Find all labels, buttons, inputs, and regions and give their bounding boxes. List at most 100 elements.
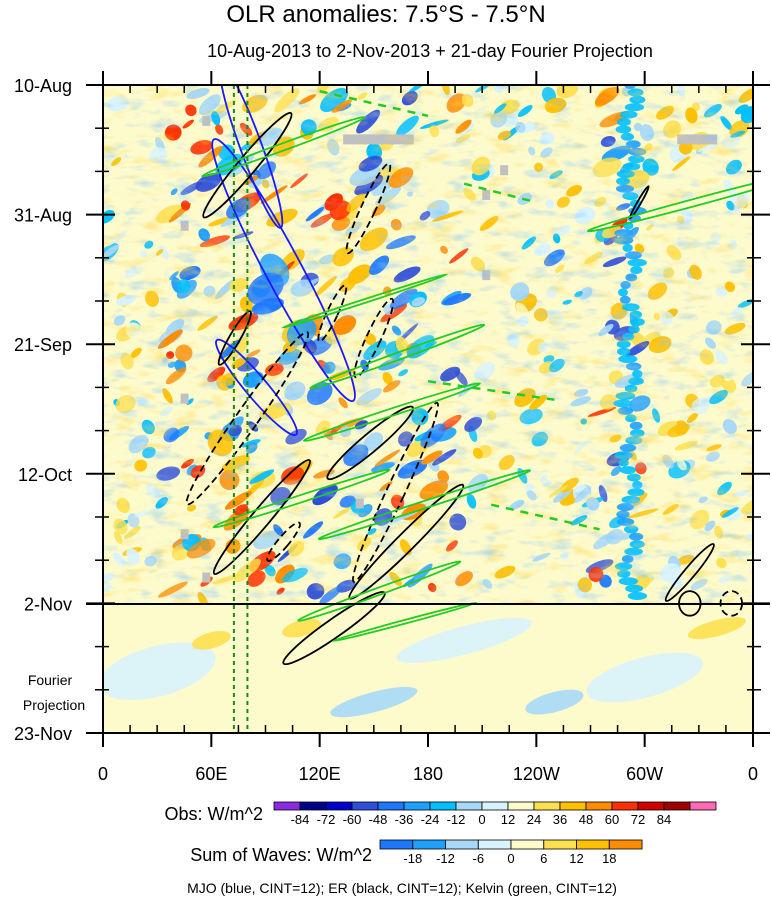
y-tick-label: 31-Aug [14,206,72,226]
waves-tick: -18 [403,851,422,866]
obs-colorbar-label: Obs: W/m^2 [165,804,263,824]
plot-area [86,71,770,747]
wave-contours [185,85,753,666]
obs-colorbar-swatch [507,801,535,811]
obs-tick: -72 [317,812,336,827]
obs-tick: -84 [291,812,310,827]
waves-colorbar-swatch [412,839,446,850]
obs-tick: 60 [605,812,619,827]
projection-anomaly-patch [525,689,584,715]
obs-tick: -48 [369,812,388,827]
obs-tick: -12 [447,812,466,827]
y-tick-label: 10-Aug [14,76,72,96]
er-contour [185,331,310,506]
kelvin-dashed-contour [427,379,555,401]
kelvin-contour [309,323,486,390]
y-axis-labels: 10-Aug 31-Aug 21-Sep 12-Oct 2-Nov 23-Nov [14,76,72,744]
kelvin-contour [586,172,753,233]
obs-colorbar-swatch [481,801,509,811]
mjo-contour [211,138,356,403]
obs-tick: 84 [657,812,671,827]
kelvin-dashed-contour [463,182,537,204]
projection-label-line2: Projection [23,697,85,713]
waves-tick: -12 [436,851,455,866]
waves-colorbar-swatch [608,839,643,850]
waves-colorbar-ticks: -18 -12 -6 0 6 12 18 [403,851,616,866]
chart-title: OLR anomalies: 7.5°S - 7.5°N [226,1,545,28]
waves-colorbar [379,839,643,850]
waves-colorbar-swatch [576,839,610,850]
cool-texture [103,85,753,605]
obs-colorbar-swatch [689,801,717,811]
projection-anomaly-patch [586,652,703,703]
obs-tick: 36 [553,812,567,827]
kelvin-dashed-contour [490,503,600,531]
obs-tick: 0 [478,812,485,827]
obs-colorbar-swatch [611,801,639,811]
er-contour [345,162,392,255]
mjo-contour [215,338,298,437]
obs-colorbar-swatch [351,801,379,811]
x-tick-label: 0 [98,764,108,784]
x-tick-label: 0 [748,764,758,784]
x-tick-label: 60E [195,764,227,784]
er-contour [266,521,301,562]
waves-tick: -6 [473,851,485,866]
y-tick-label: 12-Oct [18,465,72,485]
kelvin-contour [317,469,531,541]
waves-colorbar-swatch [477,839,512,850]
contour-footer: MJO (blue, CINT=12); ER (black, CINT=12)… [187,880,617,896]
kelvin-contour [302,382,481,442]
er-contour [326,405,415,481]
axis-ticks [86,71,770,747]
waves-tick: 12 [569,851,583,866]
obs-colorbar-swatch [533,801,561,811]
obs-colorbar-swatch [377,801,405,811]
obs-tick: 12 [501,812,515,827]
chart-subtitle: 10-Aug-2013 to 2-Nov-2013 + 21-day Fouri… [207,41,653,61]
waves-tick: 6 [540,851,547,866]
y-tick-label: 23-Nov [14,724,72,744]
waves-colorbar-swatch [445,839,479,850]
er-contour [317,284,348,343]
kelvin-contour [212,468,391,529]
kelvin-contour [297,560,462,622]
waves-tick: 18 [602,851,616,866]
obs-tick: -60 [343,812,362,827]
waves-colorbar-swatch [379,839,414,850]
y-tick-label: 2-Nov [24,594,72,614]
obs-colorbar-swatch [637,801,665,811]
projection-anomaly-patch [396,617,532,664]
er-contour [217,310,252,366]
obs-colorbar-swatch [273,801,301,811]
kelvin-contour [332,601,477,643]
projection-anomaly-patch [687,617,746,640]
obs-tick: -36 [395,812,414,827]
er-contour [629,185,650,220]
obs-colorbar-swatch [559,801,587,811]
obs-colorbar-swatch [325,801,353,811]
x-tick-label: 180 [413,764,443,784]
x-tick-label: 120E [299,764,341,784]
obs-tick: 48 [579,812,593,827]
reference-longitude-lines [232,85,249,733]
obs-colorbar-ticks: -84 -72 -60 -48 -36 -24 -12 0 12 24 36 4… [291,812,672,827]
y-tick-label: 21-Sep [14,335,72,355]
kelvin-contour [281,273,448,329]
obs-tick: 24 [527,812,541,827]
obs-colorbar [273,801,717,811]
obs-tick: 72 [631,812,645,827]
obs-colorbar-swatch [403,801,431,811]
obs-tick: -24 [421,812,440,827]
x-tick-label: 120W [513,764,560,784]
obs-colorbar-swatch [429,801,457,811]
er-contour [353,297,395,379]
kelvin-dashed-contour [319,89,429,118]
projection-anomaly-patch [103,642,216,701]
obs-colorbar-swatch [585,801,613,811]
x-tick-label: 60W [626,764,663,784]
obs-colorbar-swatch [299,801,327,811]
projection-label-line1: Fourier [28,672,73,688]
waves-tick: 0 [507,851,514,866]
